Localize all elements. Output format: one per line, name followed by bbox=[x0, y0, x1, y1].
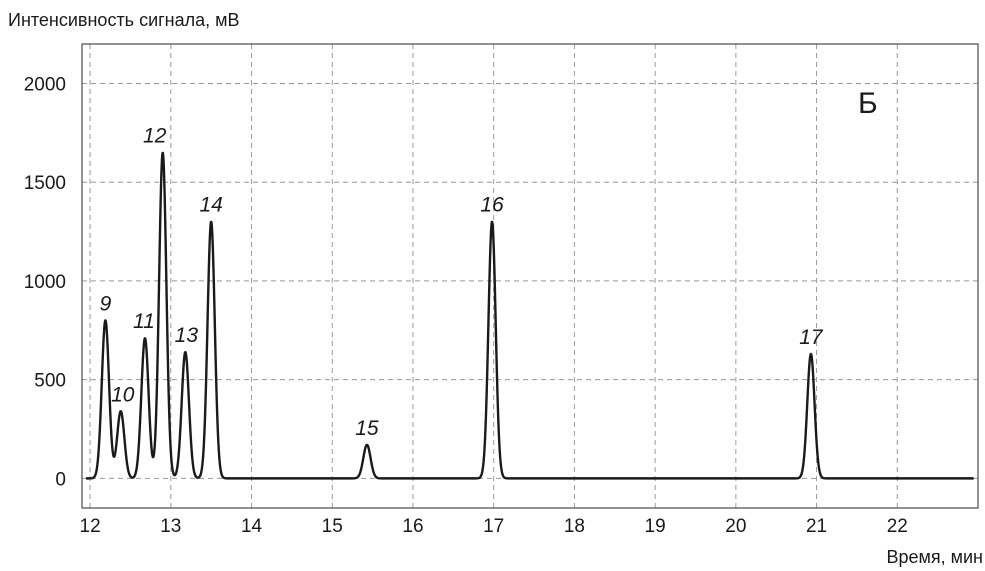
x-tick-label: 19 bbox=[645, 516, 666, 537]
x-tick-label: 16 bbox=[402, 516, 423, 537]
peak-label: 17 bbox=[799, 326, 824, 349]
x-tick-label: 17 bbox=[483, 516, 504, 537]
peak-label: 16 bbox=[480, 194, 504, 217]
plot-frame bbox=[81, 43, 979, 509]
x-tick-label: 20 bbox=[725, 516, 746, 537]
x-tick-label: 18 bbox=[564, 516, 585, 537]
y-tick-label: 1500 bbox=[24, 173, 66, 194]
chromatogram-trace bbox=[85, 151, 975, 480]
peak-label: 13 bbox=[175, 324, 199, 347]
y-tick-label: 1000 bbox=[24, 272, 66, 293]
x-tick-label: 15 bbox=[322, 516, 343, 537]
x-tick-label: 21 bbox=[806, 516, 827, 537]
peak-label: 15 bbox=[355, 417, 379, 440]
peak-label: 9 bbox=[100, 292, 112, 315]
x-axis-title: Время, мин bbox=[886, 547, 983, 567]
peak-label: 11 bbox=[133, 310, 155, 333]
y-tick-labels: 0 500 1000 1500 2000 bbox=[24, 74, 66, 490]
grid-lines bbox=[82, 44, 978, 508]
peak-labels: 9 10 11 12 13 14 15 16 17 bbox=[100, 125, 824, 440]
y-tick-label: 0 bbox=[55, 469, 66, 490]
peak-label: 12 bbox=[143, 125, 167, 148]
x-tick-label: 12 bbox=[80, 516, 101, 537]
peak-label: 14 bbox=[199, 194, 222, 217]
panel-letter: Б bbox=[858, 87, 878, 120]
x-tick-label: 13 bbox=[160, 516, 181, 537]
peak-label: 10 bbox=[111, 383, 135, 406]
x-tick-label: 22 bbox=[887, 516, 908, 537]
x-tick-label: 14 bbox=[241, 516, 263, 537]
y-tick-label: 2000 bbox=[24, 74, 66, 95]
y-tick-label: 500 bbox=[34, 371, 66, 392]
y-axis-title: Интенсивность сигнала, мВ bbox=[8, 10, 240, 30]
x-tick-labels: 12 13 14 15 16 17 18 19 20 21 22 bbox=[80, 516, 908, 537]
